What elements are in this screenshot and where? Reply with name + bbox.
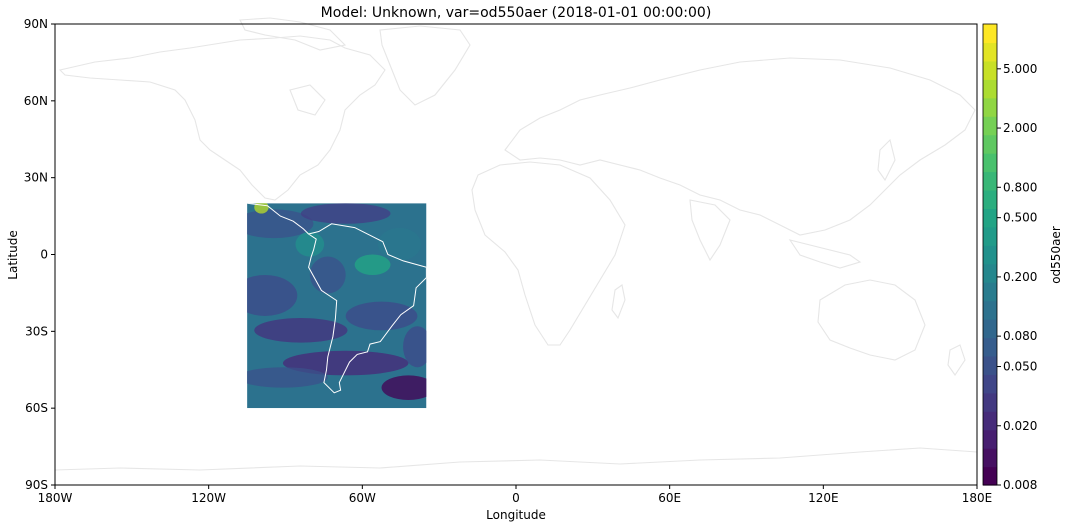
aerosol-feature <box>300 203 391 224</box>
aerosol-feature <box>247 209 314 239</box>
coastline-eurasia <box>504 57 976 236</box>
plot-title: Model: Unknown, var=od550aer (2018-01-01… <box>320 5 712 21</box>
aerosol-feature <box>309 256 346 294</box>
aerosol-feature <box>295 231 325 257</box>
coastline-greenland <box>379 25 471 106</box>
colorbar-level <box>983 282 997 302</box>
y-axis: 90N 60N 30N 0 30S 60S 90S <box>24 17 55 492</box>
y-tick-label: 60N <box>24 94 48 108</box>
map-background <box>55 24 977 485</box>
south-america-coastline <box>307 223 427 394</box>
colorbar-tick-label: 0.080 <box>1003 329 1037 343</box>
colorbar-level <box>983 245 997 265</box>
y-tick-label: 90S <box>25 478 48 492</box>
x-tick-label: 60W <box>349 491 376 505</box>
colorbar-tick-label: 2.000 <box>1003 121 1037 135</box>
colorbar-frame <box>982 23 998 486</box>
colorbar-label: od550aer <box>1049 226 1063 284</box>
coastline-hudson-bay <box>289 84 326 116</box>
colorbar-level <box>983 263 997 283</box>
aerosol-feature <box>247 367 328 388</box>
coastline-africa <box>471 161 626 346</box>
x-tick-label: 120E <box>808 491 839 505</box>
colorbar-level <box>983 448 997 468</box>
coastline-madagascar <box>611 284 626 320</box>
y-tick-label: 0 <box>40 248 48 262</box>
colorbar-level <box>983 466 997 486</box>
coastline-india <box>689 199 731 262</box>
aerosol-feature <box>403 326 427 368</box>
aerosol-feature <box>282 350 409 376</box>
y-tick-label: 90N <box>24 17 48 31</box>
colorbar-level <box>983 319 997 339</box>
colorbar-level <box>983 97 997 117</box>
central-america-coastline <box>247 203 309 235</box>
colorbar-level <box>983 374 997 394</box>
world-coastlines <box>54 17 978 471</box>
colorbar-tick-label: 0.008 <box>1003 478 1037 492</box>
colorbar-level <box>983 60 997 80</box>
colorbar-level <box>983 411 997 431</box>
colorbar-tick-label: 0.020 <box>1003 419 1037 433</box>
colorbar-level <box>983 24 997 44</box>
coastline-japan <box>877 138 896 182</box>
aerosol-feature <box>377 227 421 261</box>
colorbar-level <box>983 79 997 99</box>
colorbar-level <box>983 429 997 449</box>
colorbar-tick-label: 0.800 <box>1003 180 1037 194</box>
aerosol-feature <box>247 274 298 316</box>
y-tick-label: 30S <box>25 324 48 338</box>
x-tick-label: 0 <box>512 491 520 505</box>
colorbar-tick-label: 5.000 <box>1003 62 1037 76</box>
coastline-arctic-islands <box>239 17 347 51</box>
colorbar-level <box>983 171 997 191</box>
coastline-antarctica <box>54 447 978 471</box>
colorbar-level <box>983 189 997 209</box>
coastline-new-zealand <box>947 344 966 376</box>
colorbar-tick-label: 0.500 <box>1003 211 1037 225</box>
colorbar-level <box>983 153 997 173</box>
od550aer-data-region <box>247 203 427 409</box>
aerosol-feature <box>254 318 348 343</box>
colorbar-tick-label: 0.050 <box>1003 360 1037 374</box>
x-tick-label: 120W <box>191 491 226 505</box>
colorbar-level <box>983 42 997 62</box>
colorbar-level <box>983 300 997 320</box>
x-tick-label: 180E <box>962 491 993 505</box>
colorbar-tick-label: 0.200 <box>1003 270 1037 284</box>
aerosol-feature <box>354 254 391 275</box>
aerosol-feature <box>381 375 427 400</box>
x-axis: 180W 120W 60W 0 60E 120E 180E <box>38 485 993 505</box>
colorbar: 0.008 0.020 0.050 0.080 0.200 0.500 0.800 2.000… <box>982 23 1037 492</box>
y-axis-label: Latitude <box>6 230 20 279</box>
colorbar-level <box>983 134 997 154</box>
aerosol-feature <box>345 301 418 331</box>
colorbar-level <box>983 226 997 246</box>
y-tick-label: 30N <box>24 171 48 185</box>
colorbar-level <box>983 392 997 412</box>
x-axis-label: Longitude <box>486 508 546 522</box>
colorbar-level <box>983 337 997 357</box>
colorbar-level <box>983 355 997 375</box>
x-tick-label: 60E <box>658 491 681 505</box>
coastline-se-asia <box>788 239 862 269</box>
coastline-australia <box>817 279 926 361</box>
coastline-north-america <box>58 35 386 201</box>
colorbar-level <box>983 116 997 136</box>
y-tick-label: 60S <box>25 401 48 415</box>
colorbar-level <box>983 208 997 228</box>
x-tick-label: 180W <box>38 491 73 505</box>
